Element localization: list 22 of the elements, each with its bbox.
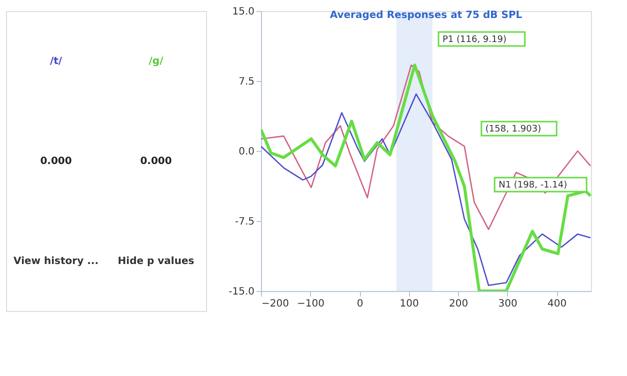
text: /g/ [148, 56, 164, 67]
text: Hide p values [118, 256, 194, 267]
y-tick-label: -15.0 [228, 286, 254, 298]
text: /t/ [50, 56, 62, 67]
x-tick-label: 300 [498, 298, 518, 310]
x-tick-label: 0 [356, 298, 364, 310]
text: View history ... [14, 256, 98, 267]
x-tick-label: −100 [297, 298, 324, 310]
y-tick-label: 15.0 [232, 6, 254, 18]
y-tick-label: 7.5 [238, 76, 254, 88]
x-tick-label: 200 [448, 298, 468, 310]
y-tick-label: -7.5 [234, 216, 254, 228]
x-tick-label: 100 [400, 298, 419, 310]
text: 0.000 [40, 156, 72, 167]
annotation: P1 (116, 9.19) [442, 35, 506, 45]
annotation: N1 (198, -1.14) [498, 180, 568, 191]
text: 0.000 [140, 156, 172, 167]
x-tick-label: 400 [547, 298, 567, 310]
x-tick-label: −200 [262, 298, 289, 310]
y-tick-label: 0.0 [238, 146, 254, 158]
annotation: (158, 1.903) [485, 124, 542, 135]
chart-title: Averaged Responses at 75 dB SPL [330, 10, 523, 21]
